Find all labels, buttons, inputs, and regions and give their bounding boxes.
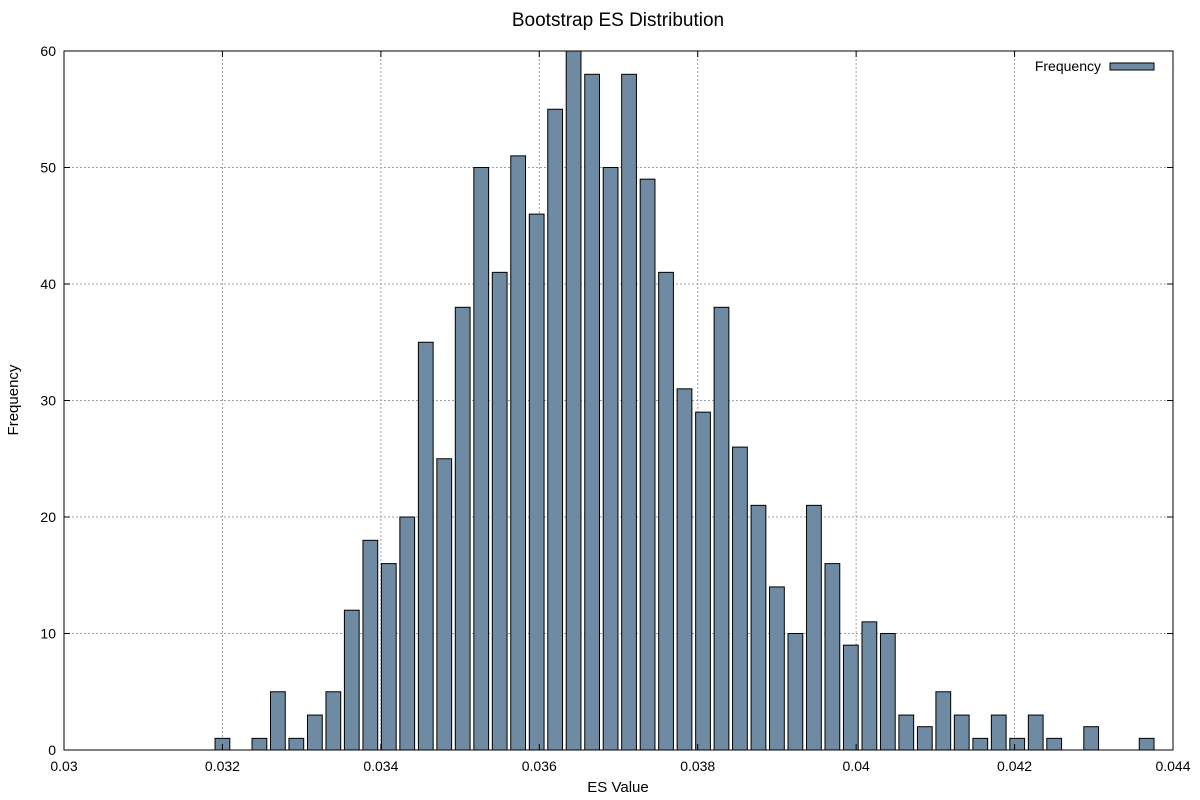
histogram-bar [306,714,323,751]
histogram-bar [732,446,748,751]
legend-swatch [1109,62,1155,71]
histogram-bar [528,213,545,751]
y-axis-label: Frequency [5,364,22,435]
histogram-bar [288,737,305,751]
histogram-bar [251,737,268,751]
histogram-bar [454,306,471,751]
histogram-bar [935,691,952,751]
histogram-bar [380,563,397,751]
histogram-bar [343,609,360,751]
histogram-bar [879,633,896,751]
histogram-bar [916,726,933,751]
legend: Frequency [1035,58,1155,74]
histogram-bar [565,50,582,751]
y-tick-label: 20 [40,509,56,525]
histogram-bar [1083,726,1100,751]
histogram-bar [547,108,564,751]
histogram-bar [1138,737,1155,751]
histogram-bar [824,563,841,751]
histogram-bar [602,167,619,751]
histogram-bar [953,714,970,751]
x-tick-label: 0.044 [1155,758,1190,774]
y-tick-label: 10 [40,626,56,642]
histogram-bar [417,341,434,751]
x-tick-label: 0.03 [50,758,77,774]
histogram-bar [491,271,508,751]
histogram-bar [972,737,989,751]
histogram-bar [676,388,693,751]
x-tick-label: 0.038 [680,758,715,774]
histogram-bar [842,644,859,751]
histogram-bar [695,411,711,751]
x-tick-label: 0.036 [522,758,557,774]
histogram-bar [898,714,915,751]
histogram-bar [270,691,286,751]
y-tick-label: 60 [40,43,56,59]
histogram-bar [1027,714,1044,751]
y-tick-label: 30 [40,393,56,409]
plot-frame [63,50,1174,751]
x-tick-label: 0.042 [997,758,1032,774]
y-tick-label: 40 [40,276,56,292]
histogram-bar [806,504,822,751]
histogram-bar [750,504,767,751]
bars [214,50,1155,751]
chart-title: Bootstrap ES Distribution [512,10,724,31]
histogram-bar [1009,737,1026,751]
histogram-bar [584,73,601,751]
x-tick-label: 0.032 [205,758,240,774]
histogram-bar [990,714,1007,751]
histogram-bar [473,167,490,751]
histogram-bar [399,516,416,751]
x-tick-label: 0.04 [843,758,870,774]
histogram-bar [362,539,379,751]
histogram-bar [621,73,637,751]
histogram-bar [658,271,674,751]
histogram-bar [510,155,527,751]
x-axis-label: ES Value [587,779,648,796]
histogram-bar [325,691,342,751]
histogram-bar [787,633,804,751]
histogram-bar [639,178,656,751]
y-tick-label: 0 [48,742,56,758]
histogram-bar [769,586,785,751]
histogram-bar [713,306,730,751]
legend-label: Frequency [1035,58,1101,74]
grid-lines [64,51,1173,750]
y-tick-label: 50 [40,160,56,176]
histogram-bar [436,458,453,751]
histogram-bar [1046,737,1063,751]
histogram-bar [861,621,878,751]
axis-ticks: 0 10 20 30 40 50 60 0.03 0.032 0.034 0.036 0.038 0.0… [40,43,1190,774]
x-tick-label: 0.034 [363,758,398,774]
